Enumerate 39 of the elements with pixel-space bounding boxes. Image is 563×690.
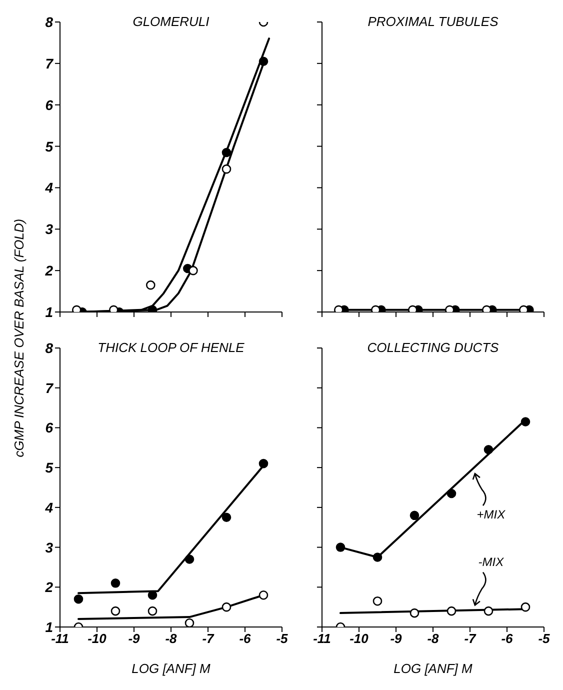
x-tick-label: -5 [538,630,551,646]
chart-title: GLOMERULI [132,14,210,29]
y-tick-label: 2 [44,262,54,279]
y-axis-title: cGMP INCREASE OVER BASAL (FOLD) [12,218,26,458]
chart-title: THICK LOOP OF HENLE [96,340,246,354]
y-tick-label: 4 [44,180,54,196]
x-tick-label: -10 [350,630,370,646]
x-tick-label: -5 [276,630,289,646]
x-tick-label: -11 [51,630,69,646]
y-tick-label: 7 [45,379,54,396]
x-tick-label: -6 [501,630,514,646]
y-tick-label: 6 [45,419,54,436]
x-tick-label: -6 [239,630,252,646]
y-tick-label: 3 [45,538,54,555]
x-tick-label: -7 [464,630,477,646]
y-tick-label: 4 [44,498,54,515]
x-axis-title: LOG [ANF] M [394,660,473,676]
y-tick-label: 5 [45,459,54,476]
x-tick-label: -9 [128,630,141,646]
y-tick-label: 7 [45,55,54,72]
y-tick-label: 3 [45,221,54,238]
y-tick-label: 8 [45,339,54,356]
x-tick-label: -7 [202,630,215,646]
text: +MIX [476,507,506,522]
y-tick-label: 6 [45,96,54,113]
chart-title: COLLECTING DUCTS [366,340,500,354]
y-tick-label: 1 [45,618,54,634]
y-tick-label: 5 [45,138,54,154]
y-tick-label: 2 [44,578,54,595]
x-tick-label: -11 [313,630,331,646]
x-tick-label: -8 [165,630,178,646]
x-axis-title: LOG [ANF] M [132,660,211,676]
x-tick-label: -10 [88,630,108,646]
x-tick-label: -8 [427,630,440,646]
y-tick-label: 8 [45,14,54,30]
text: -MIX [478,554,505,569]
chart-title: PROXIMAL TUBULES [366,14,500,29]
x-tick-label: -9 [390,630,403,646]
y-tick-label: 1 [45,304,54,320]
